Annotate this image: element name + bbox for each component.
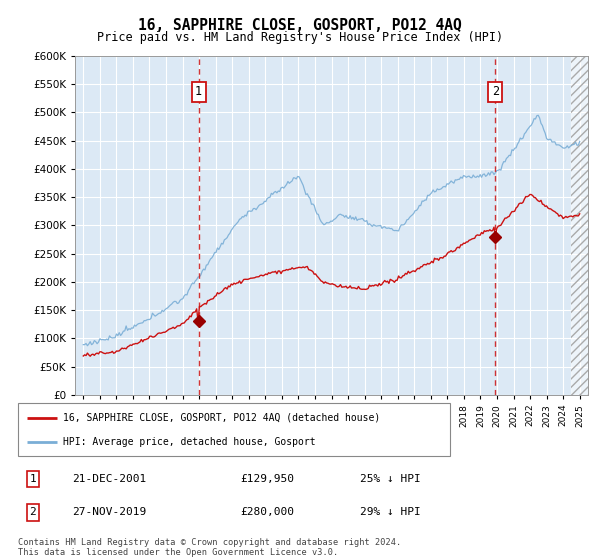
Text: 1: 1 [195, 85, 202, 98]
Text: HPI: Average price, detached house, Gosport: HPI: Average price, detached house, Gosp… [64, 437, 316, 447]
Text: £280,000: £280,000 [240, 507, 294, 517]
Text: Price paid vs. HM Land Registry's House Price Index (HPI): Price paid vs. HM Land Registry's House … [97, 31, 503, 44]
Text: 2: 2 [492, 85, 499, 98]
Text: 27-NOV-2019: 27-NOV-2019 [72, 507, 146, 517]
Text: £129,950: £129,950 [240, 474, 294, 484]
Text: 25% ↓ HPI: 25% ↓ HPI [360, 474, 421, 484]
Text: 16, SAPPHIRE CLOSE, GOSPORT, PO12 4AQ (detached house): 16, SAPPHIRE CLOSE, GOSPORT, PO12 4AQ (d… [64, 413, 380, 423]
Text: 29% ↓ HPI: 29% ↓ HPI [360, 507, 421, 517]
Text: 16, SAPPHIRE CLOSE, GOSPORT, PO12 4AQ: 16, SAPPHIRE CLOSE, GOSPORT, PO12 4AQ [138, 18, 462, 33]
Bar [571, 56, 588, 395]
Text: 1: 1 [29, 474, 37, 484]
Text: 2: 2 [29, 507, 37, 517]
Bar [571, 56, 588, 395]
Text: 21-DEC-2001: 21-DEC-2001 [72, 474, 146, 484]
Text: Contains HM Land Registry data © Crown copyright and database right 2024.
This d: Contains HM Land Registry data © Crown c… [18, 538, 401, 557]
